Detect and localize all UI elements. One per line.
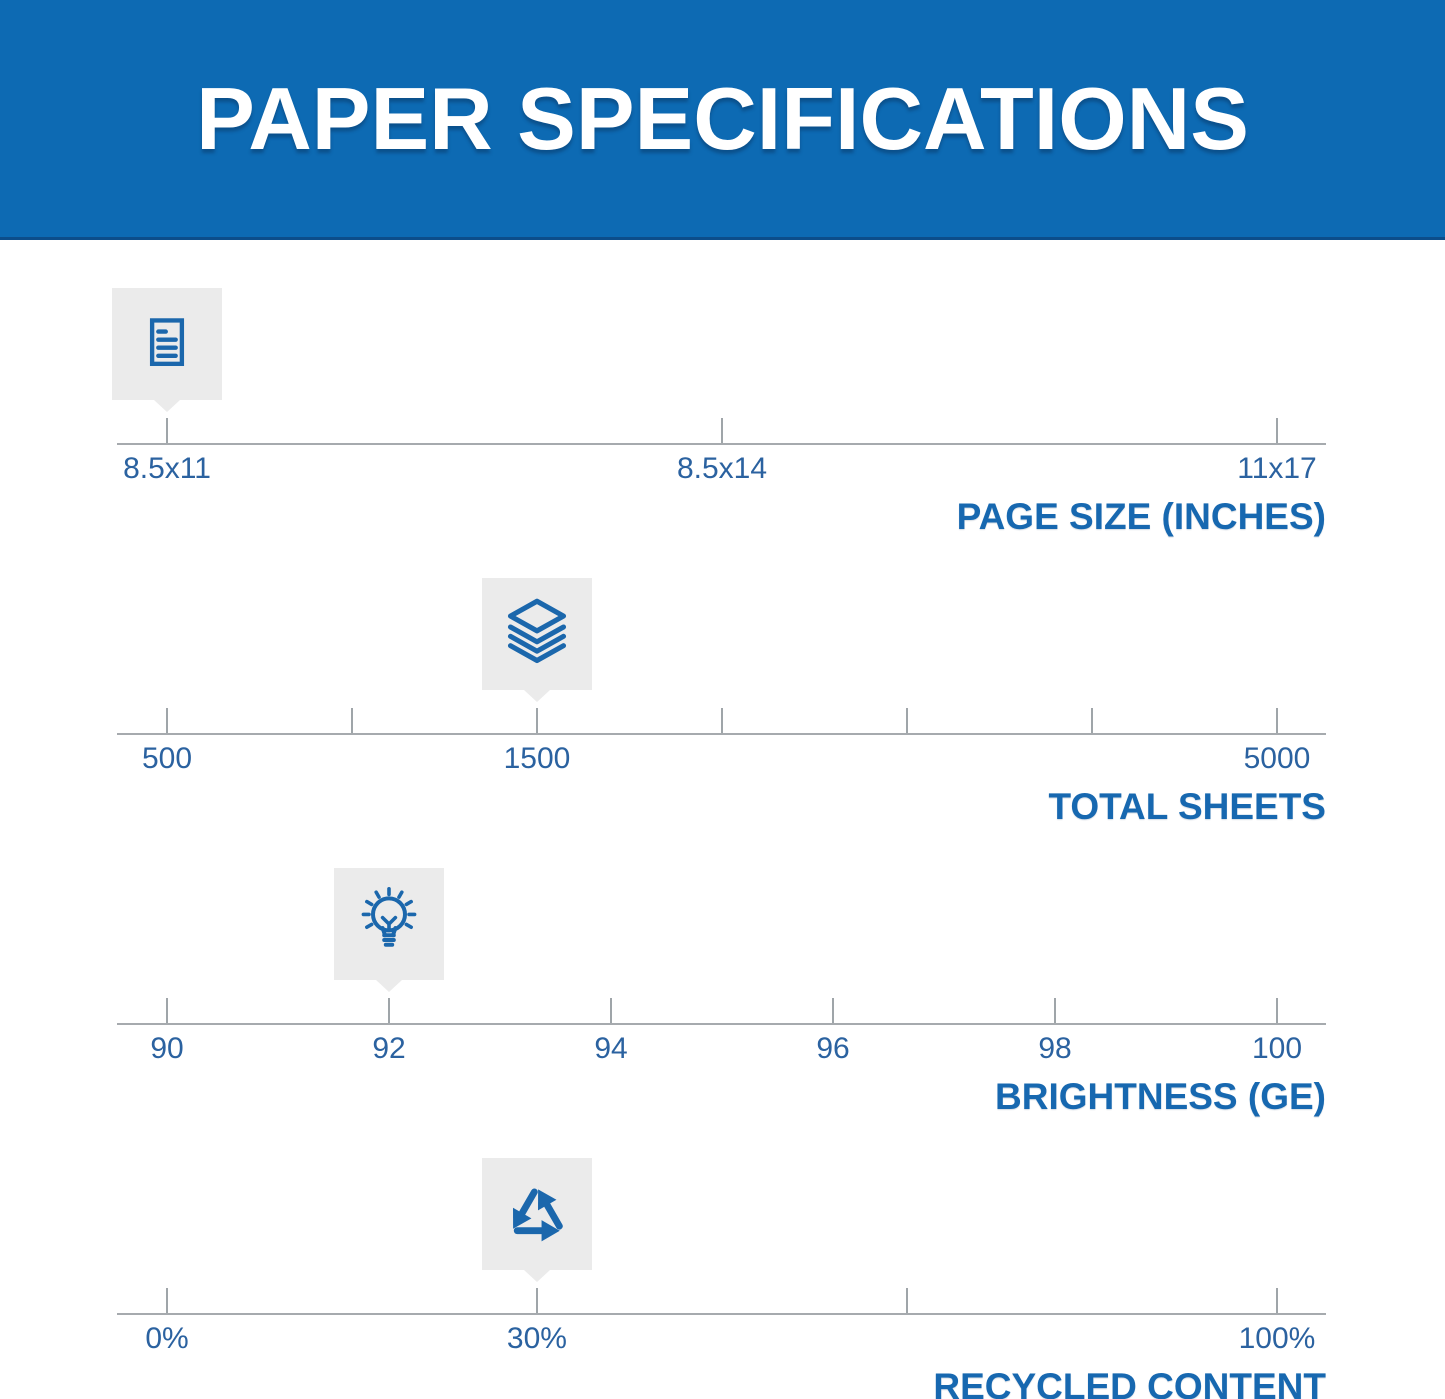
tick-label: 100 <box>1251 1032 1303 1065</box>
tick-mark <box>1276 1288 1278 1313</box>
tick-label: 30% <box>506 1322 567 1355</box>
tick-mark <box>906 708 909 733</box>
tick-mark <box>1054 998 1056 1023</box>
tick-mark <box>388 998 390 1023</box>
tick-label: 100% <box>1238 1322 1316 1355</box>
tick-mark <box>1276 418 1278 443</box>
tick-label: 500 <box>141 742 193 775</box>
tick-mark <box>535 1288 538 1313</box>
scale-title: PAGE SIZE (INCHES) <box>956 496 1326 537</box>
scale-line <box>117 733 1326 735</box>
tick-mark <box>1276 998 1278 1023</box>
tick-label: 94 <box>594 1032 628 1065</box>
tick-mark <box>166 708 168 733</box>
tick-mark <box>166 418 168 443</box>
tick-mark <box>610 998 612 1023</box>
marker-pointer <box>523 1270 550 1282</box>
tick-mark <box>906 1288 909 1313</box>
recycle-icon <box>512 1188 563 1242</box>
scale-line <box>117 443 1326 445</box>
marker-recycle <box>481 1158 592 1270</box>
scale-title: RECYCLED CONTENT <box>933 1366 1326 1399</box>
tick-mark <box>166 998 168 1023</box>
tick-mark <box>1090 708 1093 733</box>
lightbulb-icon <box>361 887 417 947</box>
scale-line <box>117 1023 1326 1025</box>
tick-label: 90 <box>150 1032 184 1065</box>
tick-mark <box>166 1288 168 1313</box>
marker-paper-stack <box>481 578 592 690</box>
marker-pointer <box>523 690 550 702</box>
scale-title: TOTAL SHEETS <box>1048 786 1326 827</box>
tick-mark <box>721 708 723 733</box>
tick-mark <box>832 998 834 1023</box>
tick-mark <box>351 708 354 733</box>
marker-pointer <box>376 980 402 992</box>
scale-line <box>117 1313 1326 1315</box>
document-icon <box>149 318 185 367</box>
tick-label: 96 <box>816 1032 850 1065</box>
tick-label: 0% <box>145 1322 189 1355</box>
tick-mark <box>1276 708 1278 733</box>
tick-label: 5000 <box>1243 742 1311 775</box>
page-title: PAPER SPECIFICATIONS <box>196 68 1249 168</box>
paper-stack-icon <box>507 598 567 664</box>
tick-label: 8.5x11 <box>123 452 211 485</box>
marker-pointer <box>154 400 180 412</box>
marker-lightbulb <box>334 868 444 980</box>
header-banner: PAPER SPECIFICATIONS <box>0 0 1445 240</box>
tick-label: 8.5x14 <box>676 452 768 485</box>
tick-label: 11x17 <box>1237 452 1317 485</box>
scale-title: BRIGHTNESS (GE) <box>995 1076 1326 1117</box>
tick-label: 92 <box>372 1032 406 1065</box>
marker-document <box>112 288 222 400</box>
tick-label: 98 <box>1038 1032 1072 1065</box>
tick-mark <box>535 708 538 733</box>
tick-label: 1500 <box>503 742 571 775</box>
tick-mark <box>721 418 723 443</box>
